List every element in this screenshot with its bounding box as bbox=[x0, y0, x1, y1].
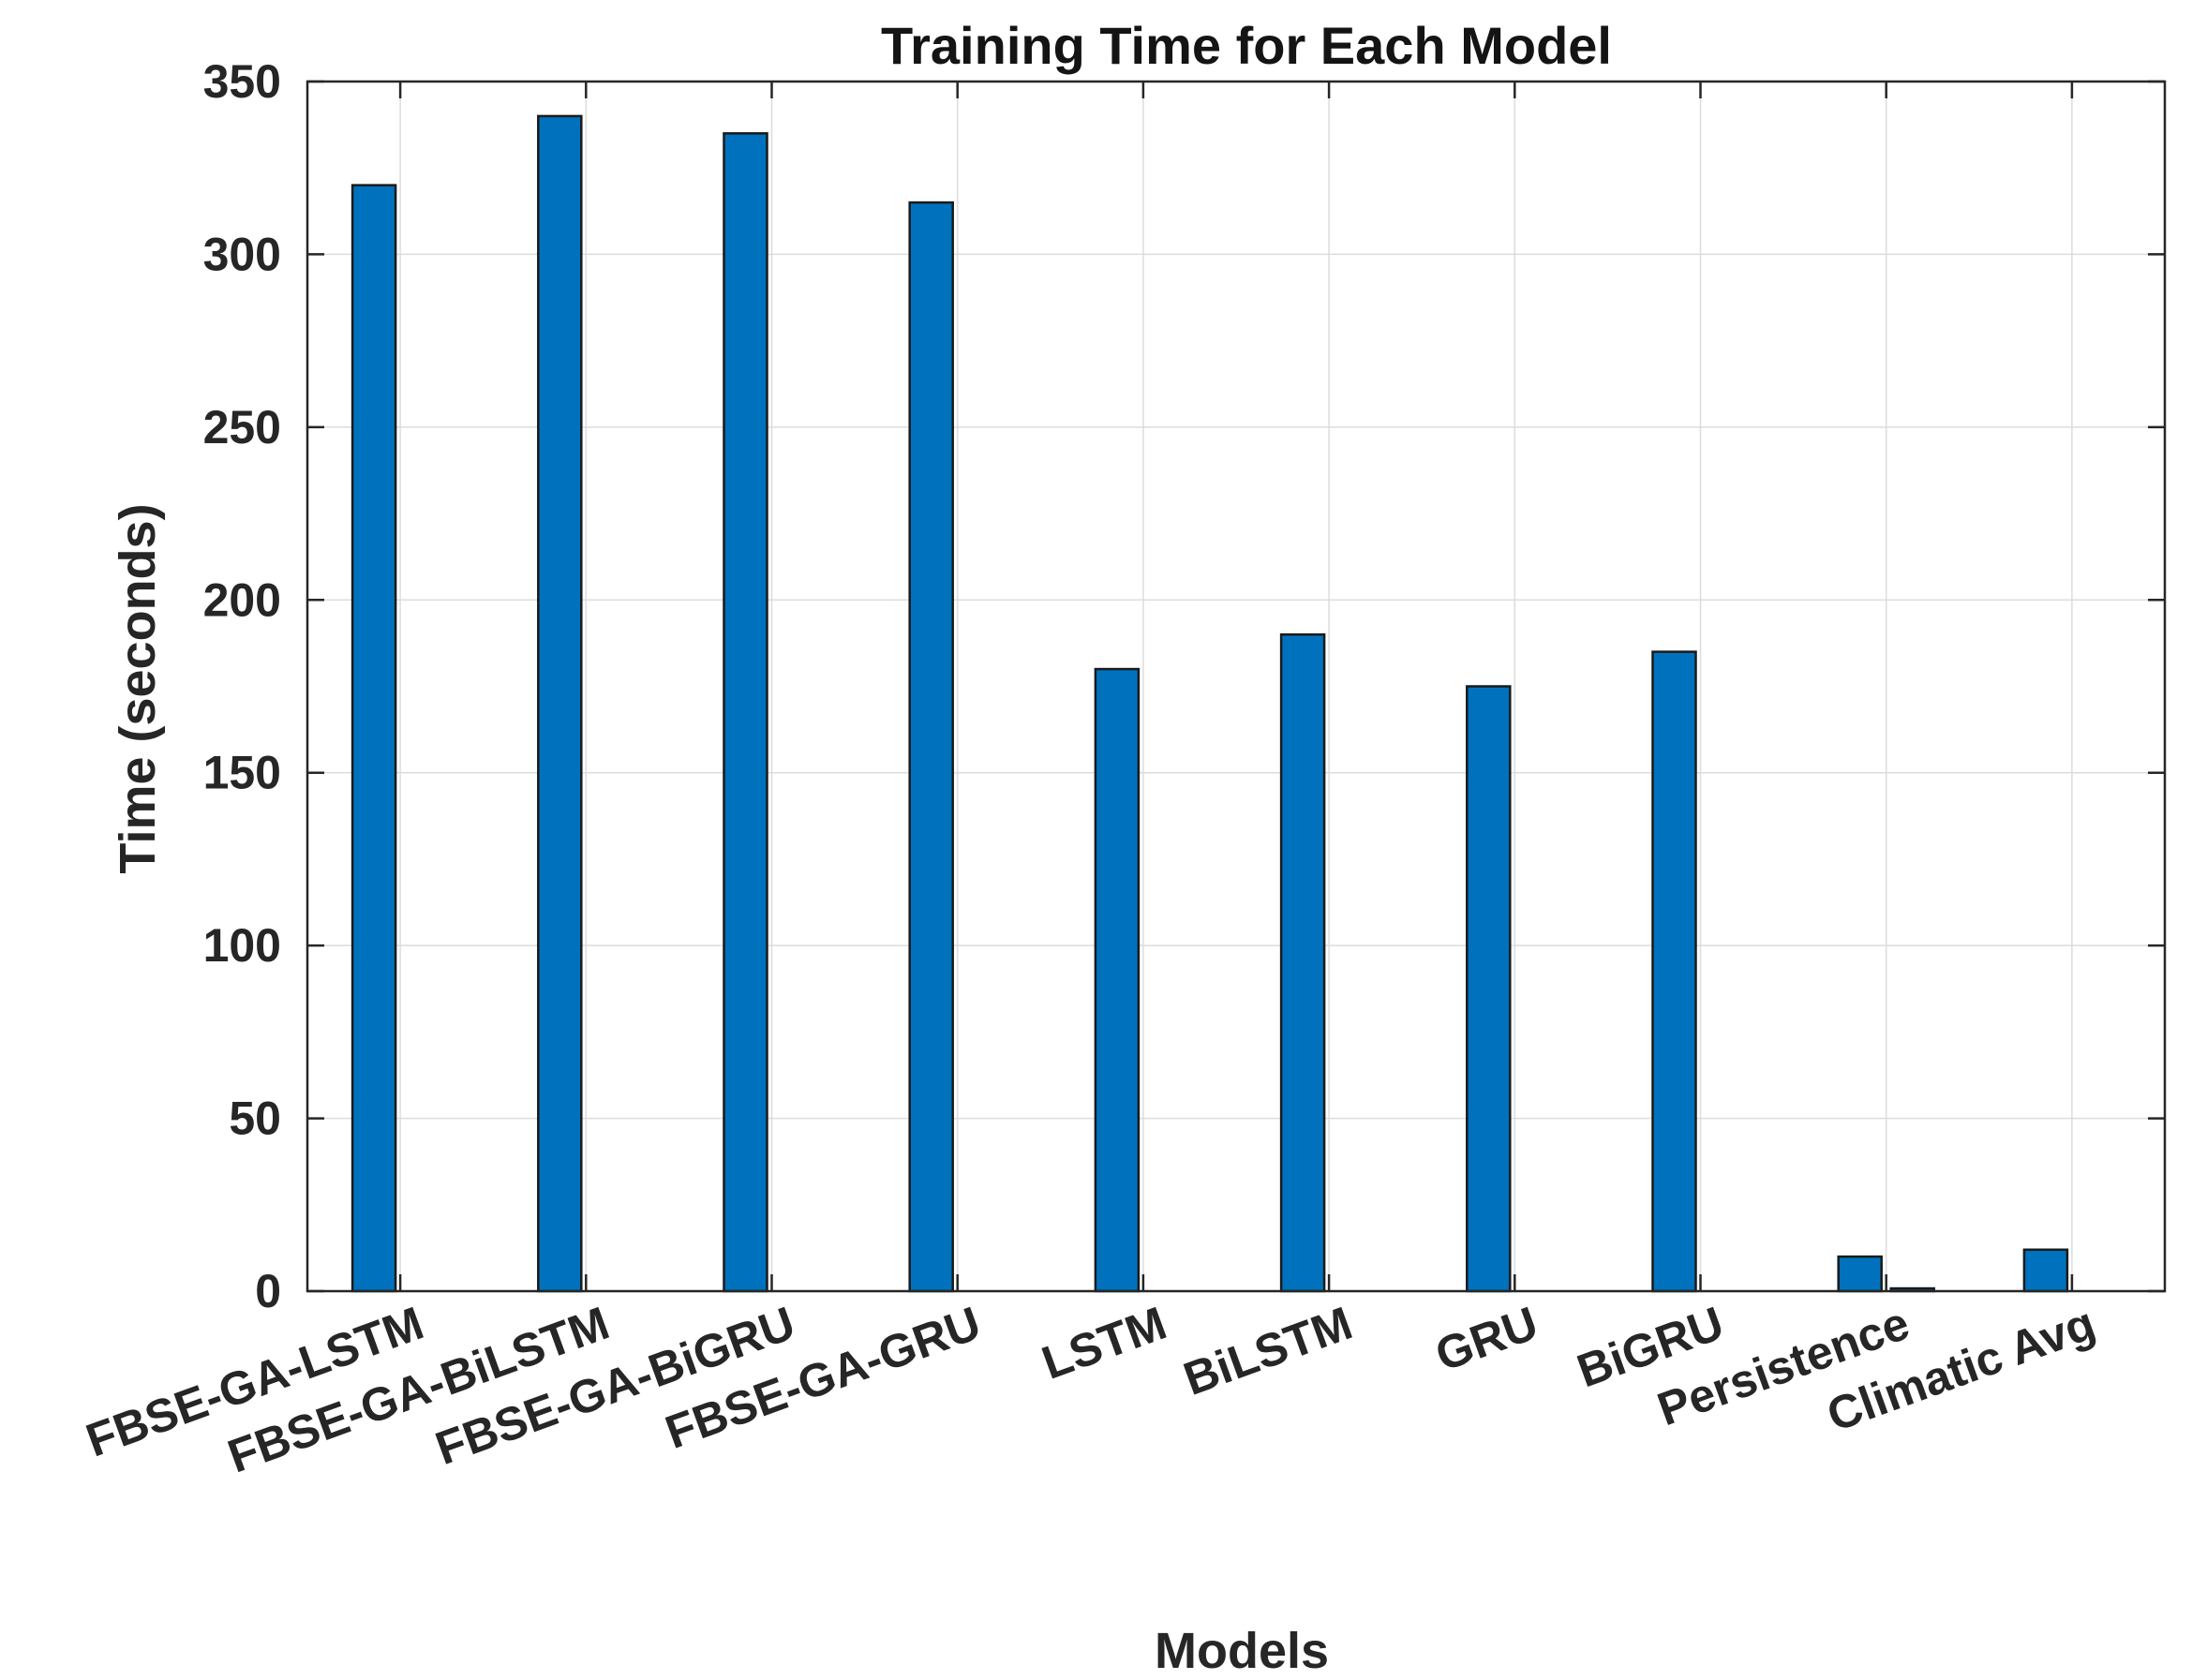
bar bbox=[1279, 632, 1326, 1293]
y-tick-label: 50 bbox=[229, 1093, 281, 1145]
y-tick-label: 350 bbox=[203, 55, 281, 108]
chart-title: Training Time for Each Model bbox=[881, 16, 1612, 75]
y-tick-label: 250 bbox=[203, 401, 281, 453]
grid-lines bbox=[307, 81, 2165, 1292]
bar bbox=[2022, 1248, 2069, 1293]
y-tick-label: 150 bbox=[203, 747, 281, 799]
bar bbox=[1094, 667, 1141, 1293]
x-tick-label: GRU bbox=[1429, 1297, 1545, 1382]
plot-frame bbox=[306, 80, 2167, 1293]
bar bbox=[537, 114, 583, 1293]
y-tick-label: 300 bbox=[203, 228, 281, 280]
x-axis-label: Models bbox=[1155, 1623, 1329, 1679]
y-tick-label: 200 bbox=[203, 573, 281, 626]
y-axis-label: Time (seconds) bbox=[110, 503, 166, 873]
x-tick-label: LSTM bbox=[1036, 1297, 1173, 1390]
bar bbox=[723, 132, 768, 1293]
y-tick-labels: 0 50 100 150 200 250 300 350 bbox=[203, 55, 281, 1317]
bar bbox=[1837, 1255, 1883, 1293]
bar bbox=[1651, 650, 1697, 1293]
x-tick-label: BiLSTM bbox=[1177, 1297, 1359, 1405]
axis-ticks bbox=[307, 80, 2165, 1293]
x-tick-labels: FBSE-GA-LSTMFBSE-GA-BiLSTMFBSE-GA-BiGRUF… bbox=[80, 1297, 2102, 1483]
y-tick-label: 100 bbox=[203, 919, 281, 972]
bar bbox=[908, 201, 954, 1293]
bar bbox=[1466, 685, 1512, 1293]
bars bbox=[350, 114, 2069, 1293]
y-tick-label: 0 bbox=[255, 1265, 281, 1317]
bar bbox=[350, 184, 397, 1293]
